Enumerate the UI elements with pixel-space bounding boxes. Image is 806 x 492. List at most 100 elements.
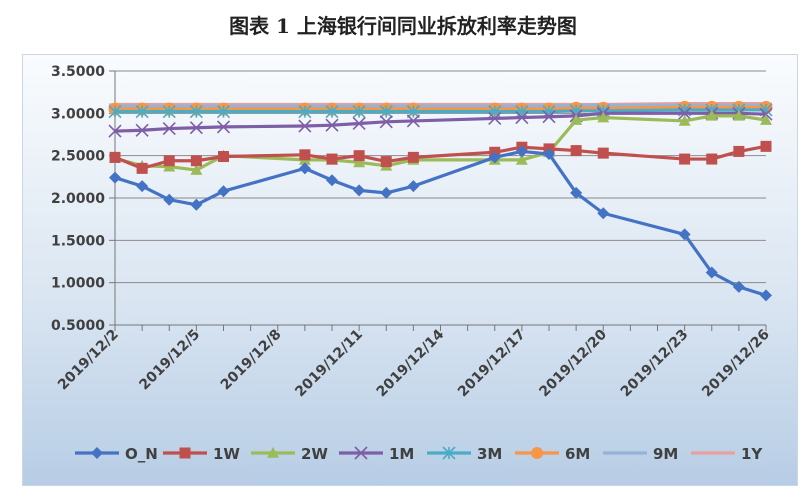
legend-item: 9M (603, 445, 678, 463)
y-tick-label: 2.0000 (51, 191, 105, 207)
data-point (353, 150, 365, 162)
axes (109, 70, 767, 331)
data-point (135, 123, 149, 137)
x-tick-label: 2019/12/26 (699, 327, 773, 401)
data-point (679, 153, 691, 165)
data-point (760, 140, 772, 152)
legend-item: 1M (339, 445, 414, 463)
data-point (760, 289, 772, 302)
data-point (217, 185, 230, 198)
data-point (407, 180, 420, 193)
data-point (705, 109, 718, 121)
legend-item: 3M (427, 445, 502, 463)
data-point (542, 110, 556, 124)
legend-label: 9M (653, 445, 678, 463)
data-point (136, 162, 148, 174)
data-point (190, 198, 203, 211)
data-point (570, 145, 582, 157)
data-point (190, 164, 203, 175)
y-tick-label: 3.0000 (51, 106, 105, 122)
legend-item: 2W (251, 445, 328, 463)
data-point (135, 105, 149, 119)
x-tick-label: 2019/12/14 (374, 326, 448, 400)
x-tick-label: 2019/12/5 (136, 327, 203, 394)
data-point (190, 155, 202, 167)
legend-item: 1W (163, 445, 240, 463)
legend-item: O_N (75, 445, 158, 463)
data-point (352, 105, 366, 119)
x-tick-label: 2019/12/8 (218, 327, 285, 394)
data-point (216, 120, 231, 134)
data-point (678, 106, 692, 120)
data-point (326, 174, 338, 187)
data-point (570, 186, 583, 199)
data-point (109, 171, 121, 184)
data-point (515, 105, 529, 119)
x-tick-label: 2019/12/17 (455, 327, 529, 401)
data-point (706, 153, 718, 165)
series-line (114, 149, 767, 297)
data-point (380, 156, 392, 168)
data-point (515, 145, 528, 158)
legend-marker (267, 447, 279, 458)
data-point (705, 266, 718, 279)
legend-item: 1Y (691, 445, 763, 463)
series-1m (108, 106, 773, 138)
y-tick-label: 0.5000 (51, 318, 105, 334)
series-o-n (109, 145, 772, 302)
data-point (760, 114, 772, 125)
data-point (732, 280, 745, 293)
data-point (163, 193, 176, 206)
data-point (353, 184, 366, 197)
data-point (733, 145, 745, 157)
x-tick-label: 2019/12/20 (536, 326, 610, 400)
data-point (298, 119, 312, 133)
y-tick-label: 1.0000 (51, 276, 105, 292)
data-point (108, 105, 122, 119)
data-point (732, 109, 745, 121)
data-point (597, 111, 610, 123)
data-point (515, 153, 528, 165)
y-tick-label: 3.5000 (51, 64, 105, 80)
legend-marker (707, 451, 719, 455)
legend-item: 6M (515, 445, 590, 463)
legend-marker (354, 446, 368, 460)
data-point (678, 228, 691, 241)
data-point (379, 105, 393, 119)
legend-marker (619, 451, 631, 455)
series-line (114, 114, 767, 172)
data-point (515, 111, 529, 125)
series-line (114, 144, 767, 170)
data-point (407, 151, 419, 163)
data-point (597, 207, 610, 220)
chart-area: 3.5000 3.0000 2.5000 2.0000 1.5000 1.0000 0.50… (22, 54, 798, 486)
series-1w (109, 140, 772, 174)
x-tick-label: 2019/12/2 (55, 327, 122, 394)
series-lines (108, 100, 773, 302)
data-point (298, 162, 311, 175)
data-point (597, 147, 609, 159)
data-point (108, 124, 122, 138)
legend-marker (442, 446, 456, 460)
y-tick-label: 2.5000 (51, 149, 105, 165)
data-point (406, 114, 420, 128)
legend-label: 1Y (741, 445, 763, 463)
x-tick-label: 2019/12/23 (618, 327, 692, 401)
legend-marker (531, 447, 543, 459)
data-point (326, 153, 338, 165)
data-point (488, 151, 501, 164)
legend-label: 2W (301, 445, 328, 463)
data-point (162, 105, 176, 119)
data-point (162, 122, 176, 136)
data-point (380, 186, 393, 199)
data-point (488, 111, 502, 125)
y-tick-label: 1.5000 (51, 233, 105, 249)
x-tick-label: 2019/12/11 (292, 327, 366, 401)
data-point (379, 115, 393, 129)
data-point (488, 105, 502, 119)
legend-label: 6M (565, 445, 590, 463)
legend-label: 1M (389, 445, 414, 463)
data-point (163, 155, 175, 167)
data-point (189, 105, 203, 119)
legend-label: 3M (477, 445, 502, 463)
